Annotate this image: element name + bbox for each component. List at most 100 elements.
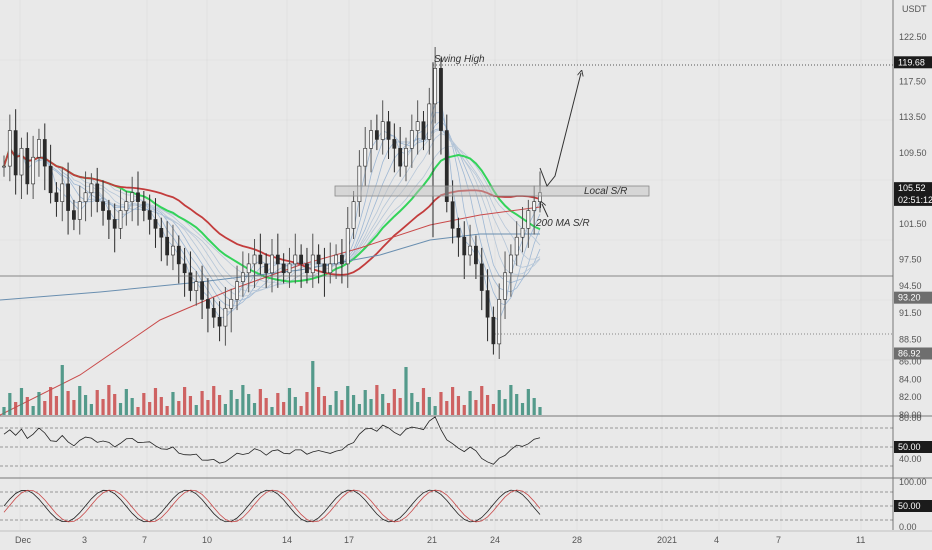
candle-body [229, 299, 234, 309]
time-tick-label: 24 [490, 535, 500, 545]
volume-bar [72, 400, 76, 415]
volume-bar [474, 400, 478, 415]
osc1-tick-label: 80.00 [899, 413, 922, 423]
volume-bar [95, 390, 99, 415]
price-axis: USDT 122.50 117.50 113.50 109.50 101.50 97.50… [894, 4, 932, 532]
volume-bar [235, 399, 239, 415]
volume-bar [229, 390, 233, 415]
candle-body [421, 121, 426, 140]
volume-bar [118, 403, 123, 415]
candle-body [491, 316, 496, 345]
candle-body [316, 254, 321, 265]
volume-bar [381, 394, 385, 415]
volume-bar [194, 405, 198, 415]
osc-badge [894, 441, 932, 453]
candle-body [526, 210, 531, 229]
volume-bar [14, 402, 18, 415]
volume-bar [416, 402, 420, 415]
volume-bar [468, 391, 472, 415]
candle-body [31, 156, 36, 185]
candle-body [299, 254, 304, 265]
volume-bar [485, 395, 490, 415]
volume-bar [462, 405, 466, 415]
volume-bar [200, 391, 204, 415]
candle-body [147, 210, 152, 220]
time-tick-label: 28 [572, 535, 582, 545]
volume-bar [398, 398, 402, 415]
volume-bar [317, 387, 321, 415]
price-badge [894, 291, 932, 304]
volume-bar [25, 397, 29, 415]
volume-bar [497, 390, 501, 415]
oscillator-panel-2 [0, 489, 893, 523]
candle-body [240, 272, 245, 282]
price-tick-label: 88.50 [899, 334, 922, 344]
volume-bar [124, 389, 128, 415]
volume-bar [264, 398, 268, 415]
candle-body [462, 236, 467, 256]
price-badge [894, 182, 932, 195]
candle-body [520, 228, 525, 238]
price-tick-label: 86.00 [899, 357, 922, 367]
candle-body [485, 290, 490, 318]
volume-bar [177, 401, 181, 415]
candle-body [386, 121, 391, 140]
price-tick-label: 109.50 [899, 148, 927, 158]
projection-arrow [539, 73, 581, 187]
volume-bar [19, 388, 24, 415]
candle-body [159, 228, 164, 238]
candle-body [439, 68, 443, 131]
volume-bar [357, 404, 361, 415]
price-badge-label: 105.52 [898, 183, 926, 193]
candle-body [246, 263, 251, 274]
currency-label: USDT [902, 4, 927, 14]
candle-body [409, 130, 414, 149]
local-sr-label: Local S/R [584, 186, 627, 197]
candle-body [118, 210, 123, 229]
volume-bar [212, 386, 216, 415]
volume-bar [363, 390, 367, 415]
candle-body [427, 103, 432, 140]
osc-badge-label: 50.00 [898, 501, 921, 511]
candle-body [334, 254, 338, 265]
price-tick-label: 84.00 [899, 374, 922, 384]
candle-body [415, 121, 420, 131]
volume-bar [107, 385, 111, 415]
ma-long-line [0, 206, 541, 416]
price-tick-label: 113.50 [899, 112, 926, 122]
volume-bar [153, 388, 158, 415]
candle-body [77, 201, 82, 220]
volume-bar [392, 389, 396, 415]
volume-bar [421, 388, 426, 415]
volume-bar [526, 389, 530, 415]
osc2-tick-label: 0.00 [899, 522, 917, 532]
volume-bar [54, 396, 59, 415]
candle-body [456, 228, 461, 238]
volume-bar [520, 403, 525, 415]
volume-bar [322, 396, 327, 415]
rsi-line [3, 416, 541, 465]
volume-bar [451, 387, 455, 415]
candle-body [252, 254, 257, 265]
volume-bar [247, 394, 251, 415]
candle-body [340, 254, 344, 265]
candle-body [60, 183, 65, 202]
candle-body [380, 121, 385, 140]
volume-bar [503, 399, 507, 415]
candle-body [165, 236, 170, 256]
volume-bar [183, 387, 187, 415]
candle-body [363, 148, 368, 167]
volume-bar [410, 393, 414, 415]
volume-bar [60, 365, 64, 415]
volume-bars [2, 361, 542, 415]
candle-body [351, 201, 356, 229]
candle-body [310, 254, 315, 274]
candle-body [13, 130, 18, 176]
volume-bar [311, 361, 315, 415]
volume-bar [328, 405, 332, 415]
time-tick-label: 21 [427, 535, 437, 545]
candle-body [538, 192, 542, 202]
volume-bar [427, 397, 431, 415]
candle-body [37, 139, 41, 158]
